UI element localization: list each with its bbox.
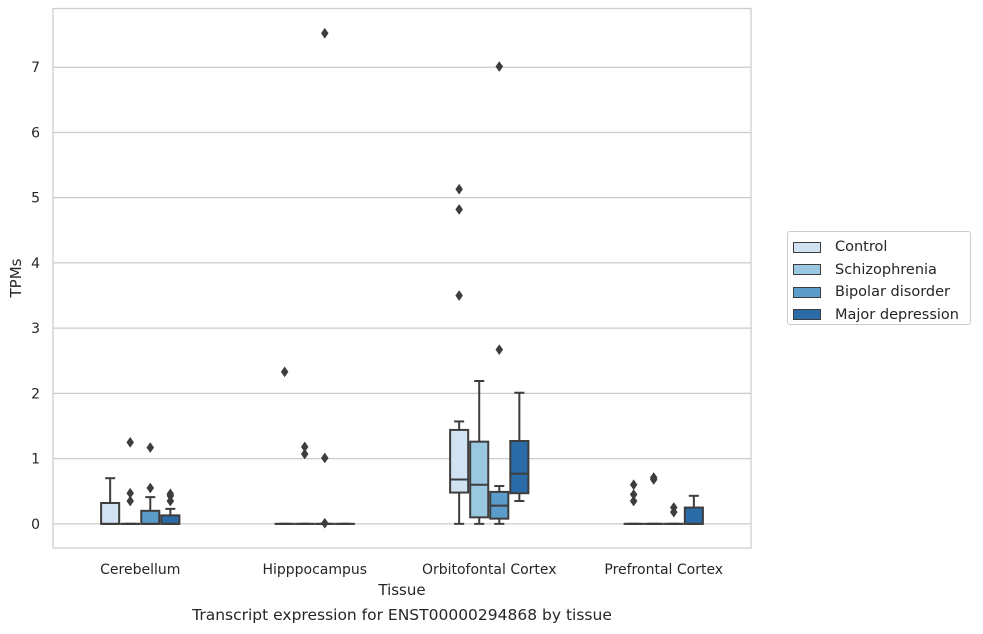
- box: [509, 440, 530, 495]
- legend-label: Major depression: [835, 306, 959, 323]
- series-bipolar-disorder: [140, 27, 684, 529]
- box: [100, 501, 121, 525]
- y-tick-label: 2: [31, 386, 40, 402]
- outlier-point: [629, 489, 638, 500]
- outlier-point: [669, 502, 678, 513]
- y-tick-label: 4: [31, 256, 40, 272]
- outlier-point: [126, 495, 135, 507]
- x-axis-ticks: Cerebellum Hipppocampus Orbitofontal Corte…: [100, 562, 723, 578]
- y-tick-label: 6: [31, 125, 40, 141]
- box: [469, 440, 490, 519]
- box: [160, 514, 181, 525]
- legend-label: Bipolar disorder: [835, 284, 950, 301]
- x-tick-label: Cerebellum: [100, 562, 180, 578]
- outlier-point: [629, 479, 638, 491]
- series-schizophrenia: [120, 379, 664, 525]
- outlier-point: [126, 436, 135, 448]
- gridlines: [53, 66, 751, 525]
- series-major-depression: [160, 391, 704, 525]
- chart-caption: Transcript expression for ENST0000029486…: [192, 606, 612, 624]
- legend-label: Control: [835, 239, 888, 256]
- x-axis-label: Tissue: [377, 581, 425, 599]
- y-tick-label: 7: [31, 60, 40, 76]
- legend-item: Major depression: [793, 304, 970, 327]
- x-tick-label: Orbitofontal Cortex: [422, 562, 557, 578]
- y-axis-ticks: 0 1 2 3 4 5 6 7: [31, 60, 40, 533]
- outlier-point: [146, 482, 155, 494]
- legend: Control Schizophrenia Bipolar disorder Majo…: [787, 231, 971, 325]
- plot-area-frame: [52, 7, 752, 549]
- outlier-point: [320, 27, 329, 39]
- outlier-point: [320, 517, 329, 529]
- series-control: [100, 183, 644, 525]
- outlier-point: [629, 495, 638, 507]
- outlier-point: [280, 366, 289, 378]
- y-tick-label: 5: [31, 191, 40, 207]
- box: [449, 428, 470, 494]
- outlier-point: [495, 344, 504, 356]
- outlier-point: [649, 472, 658, 483]
- outlier-point: [320, 452, 329, 464]
- legend-swatch: [793, 286, 821, 298]
- legend-label: Schizophrenia: [835, 261, 937, 278]
- outlier-point: [455, 203, 463, 215]
- y-tick-label: 3: [31, 321, 40, 337]
- legend-item: Schizophrenia: [793, 259, 970, 282]
- legend-item: Bipolar disorder: [793, 281, 970, 304]
- outlier-point: [300, 441, 309, 453]
- y-tick-label: 0: [31, 517, 40, 533]
- legend-swatch: [793, 264, 821, 276]
- outlier-point: [146, 442, 155, 453]
- legend-item: Control: [793, 236, 970, 259]
- outlier-point: [455, 290, 463, 301]
- outlier-point: [166, 488, 175, 500]
- y-tick-label: 1: [31, 452, 40, 468]
- x-tick-label: Prefrontal Cortex: [604, 562, 723, 578]
- box: [683, 506, 704, 525]
- outlier-point: [300, 448, 309, 460]
- x-tick-label: Hipppocampus: [262, 562, 367, 578]
- outlier-point: [126, 487, 135, 499]
- box-series: [100, 27, 704, 529]
- outlier-point: [495, 61, 504, 72]
- y-axis-label: TPMs: [7, 258, 25, 298]
- outlier-point: [455, 183, 463, 195]
- legend-swatch: [793, 241, 821, 253]
- legend-swatch: [793, 309, 821, 321]
- box: [140, 509, 161, 525]
